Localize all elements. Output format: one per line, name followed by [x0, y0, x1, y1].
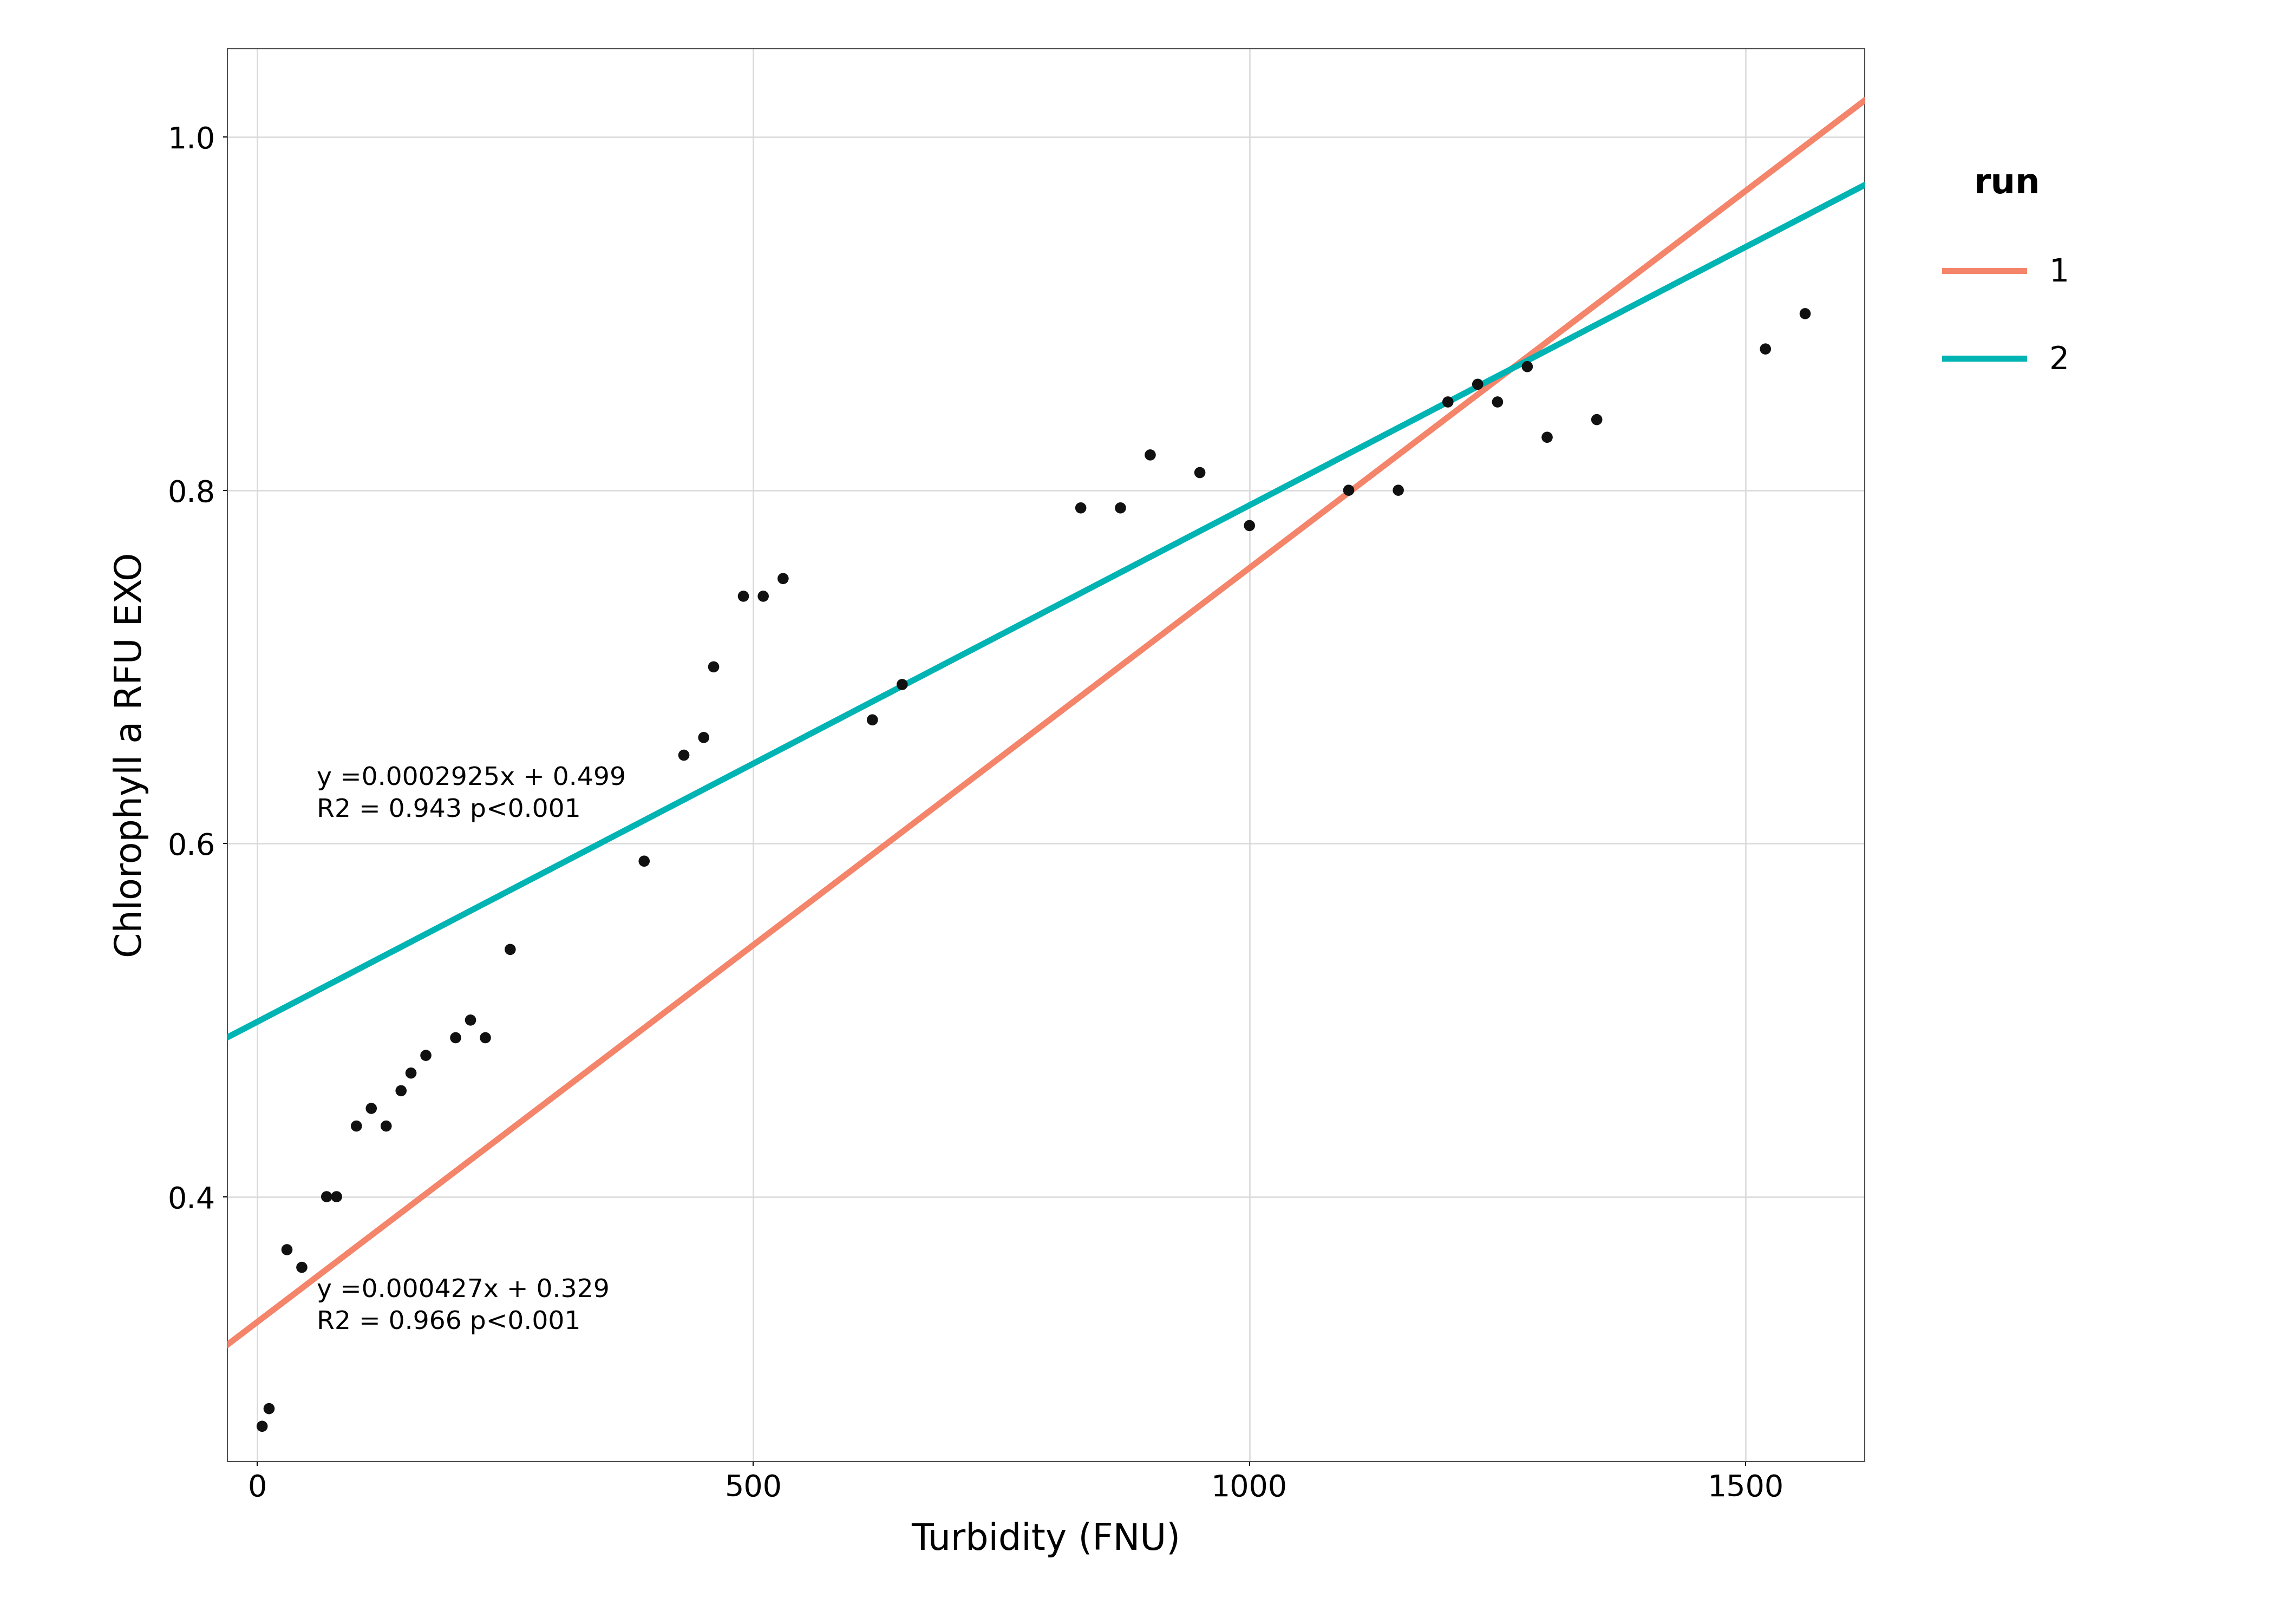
Point	[1132, 442, 1169, 468]
Point	[1787, 300, 1824, 326]
Point	[1430, 390, 1467, 416]
Point	[268, 1237, 305, 1263]
Point	[1230, 513, 1267, 539]
Point	[352, 1095, 389, 1121]
Point	[625, 848, 662, 874]
Point	[437, 1025, 473, 1051]
Point	[382, 1078, 418, 1104]
Point	[466, 1025, 503, 1051]
Point	[1746, 336, 1783, 362]
Point	[764, 565, 800, 591]
Point	[855, 706, 891, 732]
Point	[1510, 354, 1546, 380]
Point	[309, 1184, 346, 1210]
Point	[725, 583, 762, 609]
Point	[453, 1007, 489, 1033]
Point	[1528, 424, 1565, 450]
Point	[1103, 495, 1139, 521]
Point	[1460, 372, 1496, 398]
Text: y =0.000427x + 0.329
R2 = 0.966 p<0.001: y =0.000427x + 0.329 R2 = 0.966 p<0.001	[316, 1278, 609, 1335]
Point	[491, 937, 528, 963]
Point	[1578, 406, 1615, 432]
Point	[1182, 460, 1219, 486]
Point	[666, 742, 703, 768]
Point	[684, 724, 721, 750]
Point	[746, 583, 782, 609]
Point	[885, 672, 921, 698]
Point	[1330, 477, 1367, 503]
Point	[250, 1395, 287, 1421]
Point	[1062, 495, 1098, 521]
Point	[318, 1184, 355, 1210]
Y-axis label: Chlorophyll a RFU EXO: Chlorophyll a RFU EXO	[114, 552, 148, 958]
Point	[1480, 390, 1517, 416]
Point	[284, 1254, 321, 1280]
Point	[407, 1043, 443, 1069]
Legend: 1, 2: 1, 2	[1912, 135, 2101, 408]
Point	[368, 1112, 405, 1138]
Text: y =0.0002925x + 0.499
R2 = 0.943 p<0.001: y =0.0002925x + 0.499 R2 = 0.943 p<0.001	[316, 767, 625, 822]
Point	[339, 1112, 375, 1138]
Point	[393, 1060, 430, 1086]
Point	[243, 1413, 280, 1439]
Point	[1380, 477, 1417, 503]
Point	[696, 654, 732, 680]
X-axis label: Turbidity (FNU): Turbidity (FNU)	[912, 1522, 1180, 1557]
